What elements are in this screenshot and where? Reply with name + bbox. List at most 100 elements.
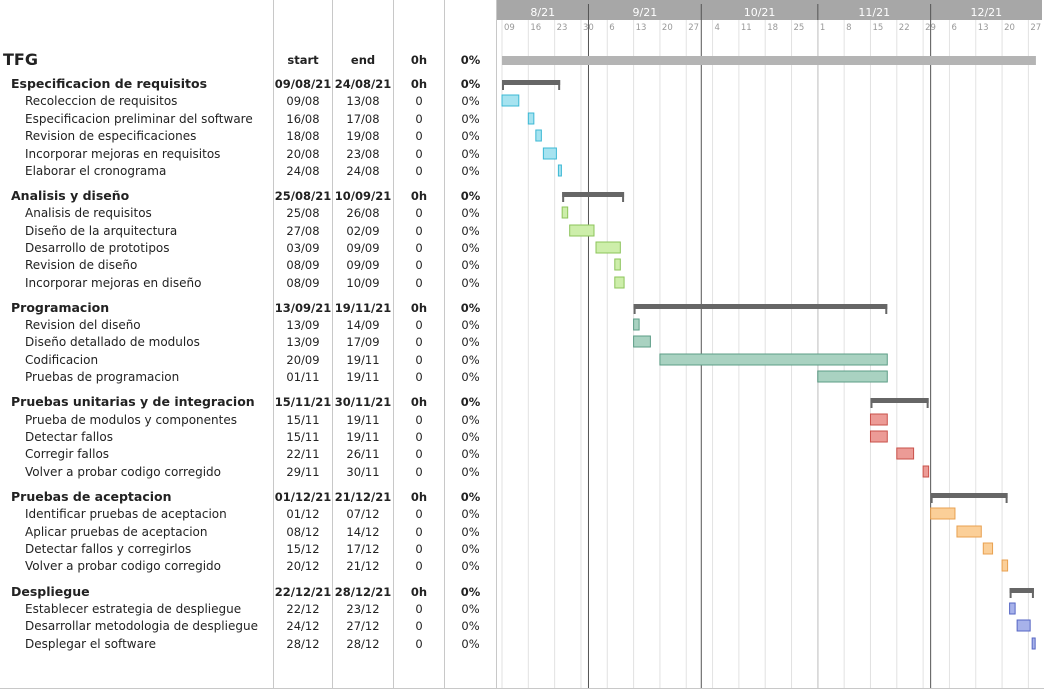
summary-bar <box>502 80 561 85</box>
cell-end: 07/12 <box>346 507 380 521</box>
cell-end: 19/08 <box>346 129 380 143</box>
task-bar <box>557 164 562 177</box>
task-bar <box>1009 602 1016 615</box>
cell-end: 19/11 <box>346 430 380 444</box>
task-name: Especificacion preliminar del software <box>25 112 253 126</box>
day-label: 13 <box>636 23 647 33</box>
day-label: 18 <box>767 23 778 33</box>
cell-pct: 0% <box>461 164 480 178</box>
day-label: 15 <box>872 23 883 33</box>
cell-start: 15/11 <box>286 430 320 444</box>
cell-hours: 0h <box>410 585 428 599</box>
cell-start: 20/09 <box>286 353 320 367</box>
cell-start: 01/12 <box>286 507 320 521</box>
day-label: 16 <box>530 23 541 33</box>
cell-end: 30/11 <box>346 465 380 479</box>
cell-hours: 0 <box>415 129 423 143</box>
task-name: Recoleccion de requisitos <box>25 94 178 108</box>
cell-hours: 0 <box>415 224 423 238</box>
task-bar <box>1016 619 1031 632</box>
cell-start: 24/12 <box>286 619 320 633</box>
cell-end: 09/09 <box>346 241 380 255</box>
task-bar <box>595 241 621 254</box>
cell-pct: 0% <box>461 335 480 349</box>
cell-pct: 0% <box>461 353 480 367</box>
task-name: Establecer estrategia de despliegue <box>25 602 242 616</box>
cell-end: 27/12 <box>346 619 380 633</box>
task-name: Revision de especificaciones <box>25 129 197 143</box>
cell-pct: 0% <box>461 94 480 108</box>
task-bar <box>633 318 640 331</box>
summary-bar-start-tick <box>870 398 873 408</box>
cell-pct: 0% <box>460 301 481 315</box>
task-bar <box>542 147 557 160</box>
cell-hours: 0 <box>415 318 423 332</box>
task-bar <box>614 258 621 271</box>
cell-end: 30/11/21 <box>334 395 392 409</box>
cell-hours: 0h <box>410 77 428 91</box>
group-name: Pruebas unitarias y de integracion <box>11 394 255 409</box>
cell-pct: 0% <box>461 258 480 272</box>
cell-start: 08/12 <box>286 525 320 539</box>
day-label: 8 <box>846 23 851 33</box>
cell-pct: 0% <box>461 129 480 143</box>
summary-bar-start-tick <box>930 493 933 503</box>
month-label: 8/21 <box>530 6 555 19</box>
summary-bar-start-tick <box>633 304 636 314</box>
cell-pct: 0% <box>460 395 481 409</box>
cell-hours: 0 <box>415 164 423 178</box>
cell-end: 02/09 <box>346 224 380 238</box>
cell-start: 27/08 <box>286 224 320 238</box>
start-column <box>274 0 333 688</box>
cell-end: 14/09 <box>346 318 380 332</box>
summary-bar-start-tick <box>1009 588 1012 598</box>
cell-end: 13/08 <box>346 94 380 108</box>
cell-pct: 0% <box>461 206 480 220</box>
summary-bar-start-tick <box>502 80 504 90</box>
cell-end: 19/11/21 <box>334 301 392 315</box>
name-column <box>0 0 274 688</box>
cell-start: 25/08/21 <box>274 189 332 203</box>
task-name: Detectar fallos y corregirlos <box>25 542 192 556</box>
cell-pct: 0% <box>461 276 480 290</box>
hours-column-header: 0h <box>410 53 428 67</box>
end-column-header: end <box>350 53 376 67</box>
cell-end: 26/08 <box>346 206 380 220</box>
group-name: Pruebas de aceptacion <box>11 489 172 504</box>
group-name: Despliegue <box>11 584 90 599</box>
cell-end: 10/09 <box>346 276 380 290</box>
day-label: 23 <box>557 23 568 33</box>
summary-bar <box>633 304 888 309</box>
task-name: Corregir fallos <box>25 447 110 461</box>
cell-end: 10/09/21 <box>334 189 392 203</box>
cell-end: 24/08/21 <box>334 77 392 91</box>
cell-pct: 0% <box>461 147 480 161</box>
cell-start: 09/08 <box>286 94 320 108</box>
day-label: 6 <box>609 23 614 33</box>
group-name: Especificacion de requisitos <box>11 76 208 91</box>
cell-pct: 0% <box>461 241 480 255</box>
task-name: Revision de diseño <box>25 258 138 272</box>
cell-end: 23/12 <box>346 602 380 616</box>
cell-hours: 0 <box>415 206 423 220</box>
task-name: Elaborar el cronograma <box>25 164 167 178</box>
cell-hours: 0 <box>415 241 423 255</box>
summary-bar-end-tick <box>885 304 888 314</box>
task-bar <box>527 112 535 125</box>
day-label: 29 <box>925 23 936 33</box>
cell-pct: 0% <box>461 525 480 539</box>
cell-pct: 0% <box>460 585 481 599</box>
task-bar <box>869 430 888 443</box>
cell-start: 03/09 <box>286 241 320 255</box>
cell-start: 13/09 <box>286 335 320 349</box>
cell-hours: 0 <box>415 465 423 479</box>
percent-column-header: 0% <box>460 53 481 67</box>
task-bar <box>535 129 542 142</box>
cell-pct: 0% <box>461 542 480 556</box>
cell-pct: 0% <box>461 507 480 521</box>
task-bar <box>614 276 625 289</box>
cell-hours: 0 <box>415 542 423 556</box>
cell-pct: 0% <box>460 189 481 203</box>
